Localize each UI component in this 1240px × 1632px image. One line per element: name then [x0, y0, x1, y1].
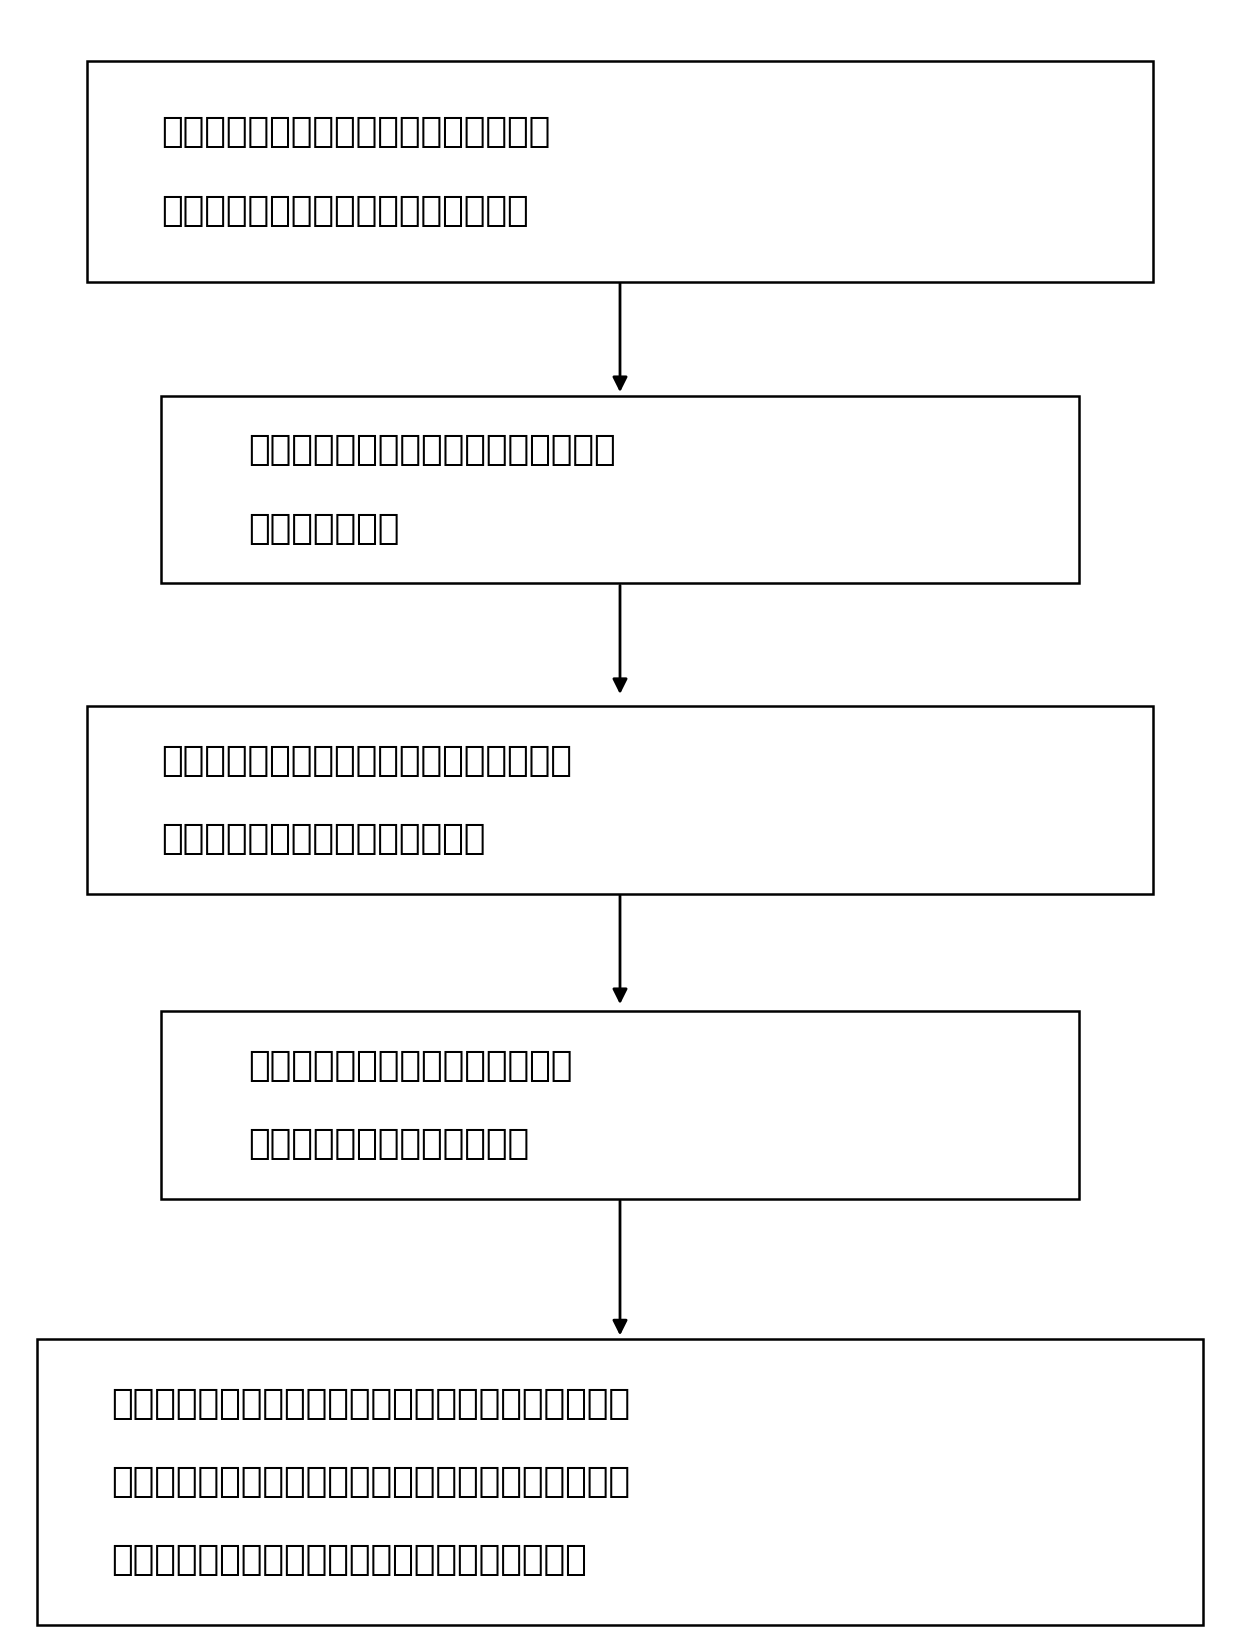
- Bar: [161, 1010, 1079, 1198]
- Bar: [161, 397, 1079, 584]
- Text: 分别根据每一个注聚层的井底压力: 分别根据每一个注聚层的井底压力: [248, 1049, 573, 1082]
- Text: 分别根据每一个注聚层的井口压力和液面的: 分别根据每一个注聚层的井口压力和液面的: [161, 744, 572, 777]
- Bar: [87, 62, 1153, 281]
- Text: 数反求该注聚层的聚合物溶液地下粿度的分布情况: 数反求该注聚层的聚合物溶液地下粿度的分布情况: [112, 1544, 588, 1577]
- Text: 分别安装到每一个注聚层的相应管路上: 分别安装到每一个注聚层的相应管路上: [161, 194, 528, 227]
- Text: 模型进行拟合，得到试井解释参数，并通过试井解释参: 模型进行拟合，得到试井解释参数，并通过试井解释参: [112, 1466, 631, 1498]
- Text: 选择相应的压力监测试井模型: 选择相应的压力监测试井模型: [248, 1128, 529, 1160]
- Text: 关闭注入井，同时测试每一个注聚层的: 关闭注入井，同时测试每一个注聚层的: [248, 434, 615, 467]
- Text: 检查井口组合测试装置的密封性，并将其: 检查井口组合测试装置的密封性，并将其: [161, 116, 551, 149]
- Text: 井口压力和液面: 井口压力和液面: [248, 512, 399, 545]
- Text: 测试値计算相应注聚层的井底压力: 测试値计算相应注聚层的井底压力: [161, 823, 486, 855]
- Bar: [87, 705, 1153, 894]
- Text: 分别将每一个注聚层的井底压力与相应的压力监测试井: 分别将每一个注聚层的井底压力与相应的压力监测试井: [112, 1387, 631, 1420]
- Bar: [37, 1338, 1203, 1625]
